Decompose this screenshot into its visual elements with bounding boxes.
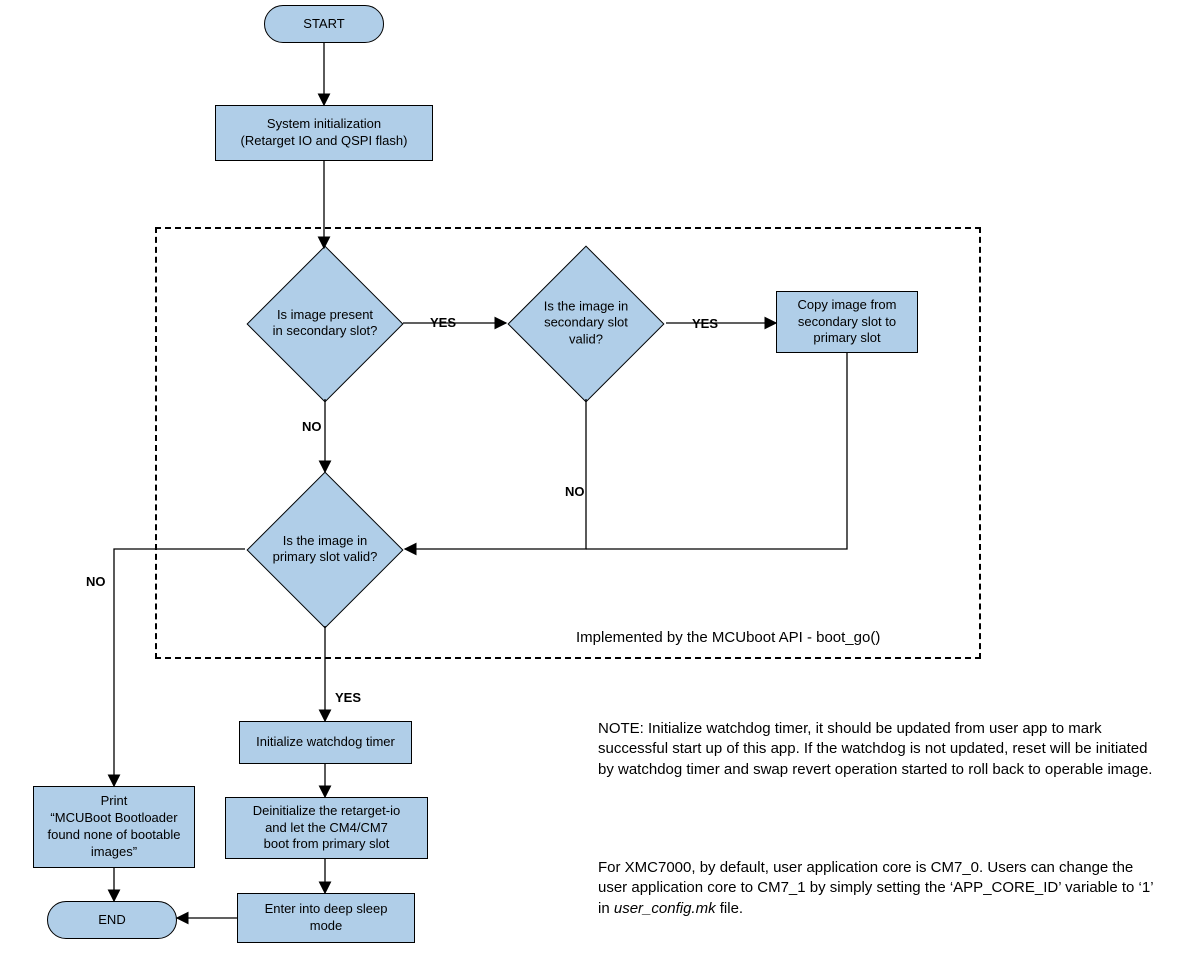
print-error-node: Print “MCUBoot Bootloader found none of … [33, 786, 195, 868]
init-watchdog-node: Initialize watchdog timer [239, 721, 412, 764]
decision-secondary-valid-label: Is the image in secondary slot valid? [516, 298, 656, 349]
dashed-region-caption: Implemented by the MCUboot API - boot_go… [576, 628, 880, 648]
end-node: END [47, 901, 177, 939]
sys-init-node: System initialization (Retarget IO and Q… [215, 105, 433, 161]
decision-primary-valid-label: Is the image in primary slot valid? [255, 533, 395, 567]
d3-yes-label: YES [335, 690, 361, 705]
deep-sleep-node: Enter into deep sleep mode [237, 893, 415, 943]
deinit-node: Deinitialize the retarget-io and let the… [225, 797, 428, 859]
d3-no-label: NO [86, 574, 106, 589]
d2-no-label: NO [565, 484, 585, 499]
note-text-2: For XMC7000, by default, user applicatio… [598, 858, 1153, 919]
decision-secondary-valid: Is the image in secondary slot valid? [484, 251, 688, 396]
d1-no-label: NO [302, 419, 322, 434]
decision-secondary-present: Is image present in secondary slot? [225, 251, 425, 396]
note-text-2-post: file. [716, 900, 744, 917]
start-node: START [264, 5, 384, 43]
note-text-2-file: user_config.mk [614, 900, 716, 917]
decision-secondary-present-label: Is image present in secondary slot? [255, 307, 395, 341]
d1-yes-label: YES [430, 315, 456, 330]
note-text-1: NOTE: Initialize watchdog timer, it shou… [598, 719, 1153, 780]
d2-yes-label: YES [692, 316, 718, 331]
copy-image-node: Copy image from secondary slot to primar… [776, 291, 918, 353]
decision-primary-valid: Is the image in primary slot valid? [225, 477, 425, 622]
